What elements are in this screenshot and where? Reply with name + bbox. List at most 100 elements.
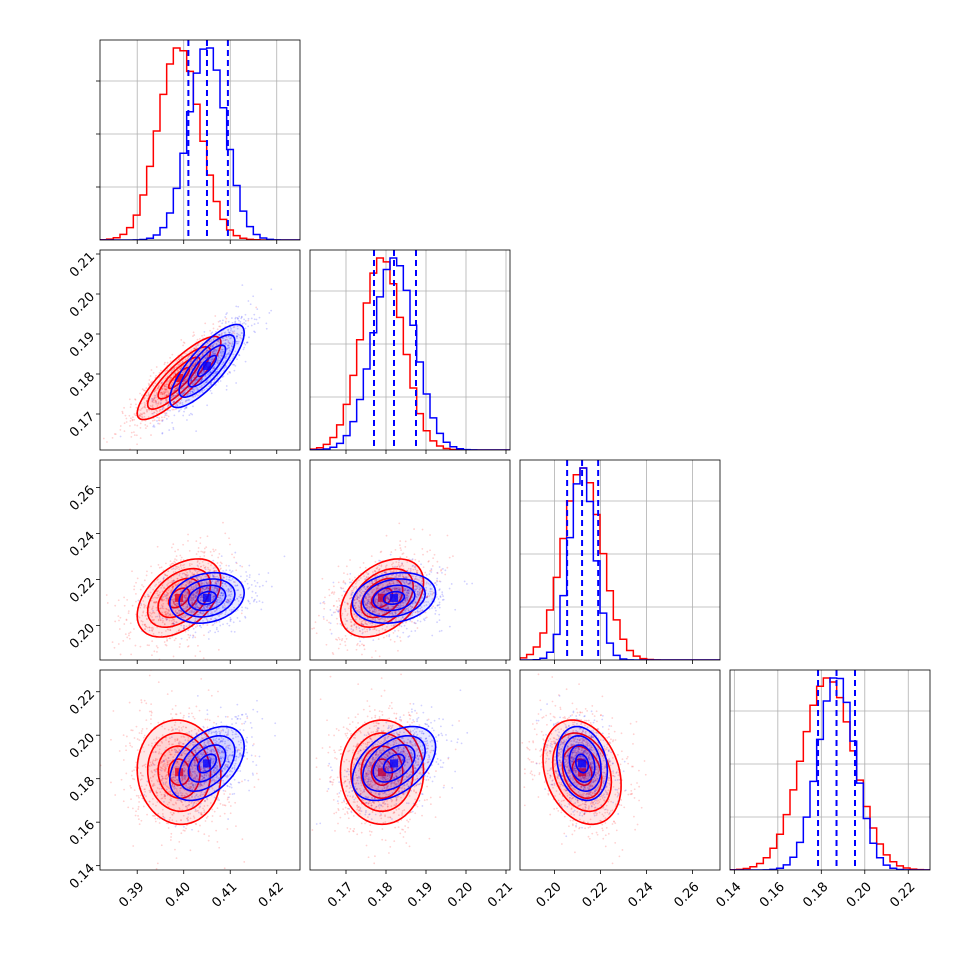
- scatter-point: [200, 596, 202, 598]
- scatter-point: [178, 628, 181, 631]
- scatter-point: [196, 613, 199, 616]
- scatter-point: [190, 599, 193, 602]
- scatter-point: [166, 597, 169, 600]
- scatter-point: [225, 357, 228, 360]
- scatter-point: [232, 326, 235, 329]
- scatter-point: [187, 355, 190, 358]
- scatter-point: [185, 625, 188, 628]
- scatter-point: [139, 412, 142, 415]
- scatter-point: [325, 643, 328, 646]
- scatter-point: [236, 317, 239, 320]
- scatter-point: [414, 630, 417, 632]
- scatter-point: [463, 580, 466, 583]
- scatter-point: [186, 394, 188, 397]
- scatter-point: [169, 379, 172, 381]
- scatter-point: [144, 427, 147, 430]
- scatter-point: [155, 400, 158, 403]
- scatter-point: [186, 645, 189, 648]
- scatter-point: [438, 606, 441, 609]
- scatter-point: [170, 619, 173, 622]
- scatter-point: [249, 602, 251, 605]
- panel-1-1: [310, 250, 510, 450]
- scatter-point: [185, 592, 188, 595]
- scatter-point: [229, 595, 232, 598]
- scatter-point: [143, 411, 146, 414]
- scatter-point: [236, 609, 239, 611]
- scatter-point: [191, 597, 193, 600]
- scatter-point: [423, 619, 426, 622]
- scatter-point: [214, 548, 217, 551]
- scatter-point: [201, 590, 203, 592]
- scatter-point: [229, 598, 232, 601]
- scatter-point: [164, 414, 167, 417]
- scatter-point: [193, 382, 196, 384]
- scatter-point: [212, 595, 215, 598]
- scatter-point: [207, 638, 210, 640]
- scatter-point: [132, 416, 134, 419]
- scatter-point: [129, 406, 132, 409]
- scatter-point: [221, 582, 224, 585]
- scatter-point: [217, 630, 220, 633]
- scatter-point: [219, 596, 222, 599]
- scatter-point: [218, 615, 220, 618]
- scatter-point: [425, 574, 428, 576]
- scatter-point: [228, 371, 230, 373]
- scatter-point: [161, 392, 164, 395]
- scatter-point: [211, 586, 214, 589]
- scatter-point: [194, 354, 197, 357]
- scatter-point: [203, 388, 206, 391]
- scatter-point: [169, 664, 171, 666]
- scatter-point: [208, 340, 211, 343]
- scatter-point: [187, 357, 189, 360]
- scatter-point: [228, 624, 231, 627]
- scatter-point: [183, 392, 186, 395]
- scatter-point: [235, 561, 237, 564]
- scatter-point: [124, 633, 127, 636]
- scatter-point: [237, 589, 240, 592]
- scatter-point: [186, 606, 189, 609]
- scatter-point: [165, 388, 167, 391]
- scatter-point: [223, 602, 226, 605]
- scatter-point: [370, 555, 373, 558]
- scatter-point: [214, 587, 217, 590]
- scatter-point: [165, 381, 168, 383]
- scatter-point: [210, 360, 213, 363]
- scatter-point: [160, 604, 163, 606]
- scatter-point: [210, 340, 213, 343]
- scatter-point: [179, 402, 182, 405]
- scatter-point: [123, 623, 126, 625]
- scatter-point: [158, 371, 161, 374]
- scatter-point: [193, 376, 195, 379]
- scatter-point: [197, 644, 199, 647]
- scatter-point: [258, 585, 261, 588]
- scatter-point: [167, 612, 170, 615]
- scatter-point: [437, 604, 440, 607]
- scatter-point: [151, 611, 154, 614]
- scatter-point: [328, 594, 331, 597]
- scatter-point: [192, 405, 194, 408]
- scatter-point: [130, 653, 133, 656]
- scatter-point: [211, 573, 214, 576]
- scatter-point: [180, 408, 182, 410]
- scatter-point: [172, 543, 175, 546]
- scatter-point: [212, 366, 215, 369]
- scatter-point: [147, 382, 150, 385]
- scatter-point: [149, 404, 152, 407]
- scatter-point: [221, 354, 223, 357]
- panel-2-0: [100, 460, 300, 666]
- scatter-point: [234, 316, 237, 319]
- scatter-point: [206, 589, 209, 591]
- scatter-point: [173, 594, 176, 596]
- scatter-point: [214, 331, 217, 333]
- scatter-point: [211, 358, 213, 360]
- scatter-point: [161, 617, 164, 620]
- scatter-point: [238, 595, 241, 598]
- scatter-point: [222, 521, 224, 524]
- scatter-point: [199, 542, 202, 545]
- scatter-point: [212, 575, 215, 577]
- scatter-point: [123, 430, 126, 432]
- panel-frame: [309, 249, 511, 451]
- scatter-point: [217, 333, 220, 336]
- scatter-point: [191, 364, 194, 367]
- scatter-point: [161, 584, 164, 587]
